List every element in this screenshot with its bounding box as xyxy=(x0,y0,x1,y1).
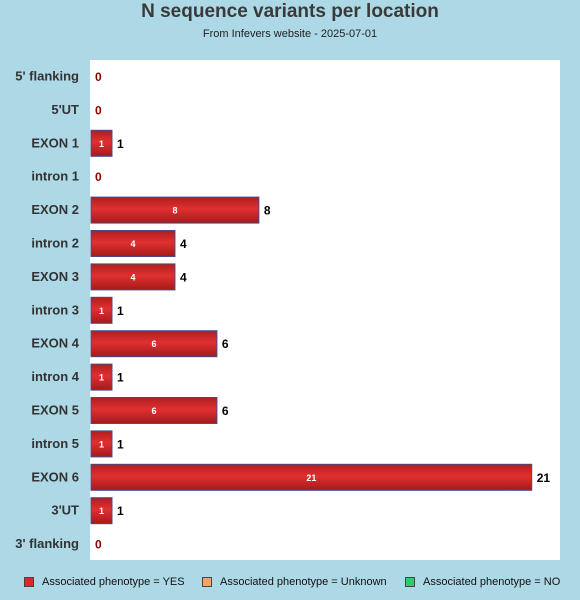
chart-title: N sequence variants per location xyxy=(141,1,439,22)
bar-value-label: 1 xyxy=(117,371,124,385)
legend-label-yes: Associated phenotype = YES xyxy=(42,576,185,588)
bar-inner-label: 4 xyxy=(130,239,135,249)
bar xyxy=(90,196,260,224)
legend: Associated phenotype = YES Associated ph… xyxy=(0,576,580,592)
bar xyxy=(90,129,113,157)
bar-value-label: 21 xyxy=(537,471,551,485)
legend-swatch-no xyxy=(405,577,415,587)
legend-label-unknown: Associated phenotype = Unknown xyxy=(220,576,387,588)
bar xyxy=(90,397,218,424)
bar-inner-label: 8 xyxy=(172,206,177,216)
bar-inner-label: 1 xyxy=(99,506,104,516)
bar-inner-label: 1 xyxy=(99,373,104,383)
legend-item-unknown: Associated phenotype = Unknown xyxy=(202,576,387,588)
category-label: EXON 5 xyxy=(31,403,79,418)
bar-value-label: 6 xyxy=(222,337,229,351)
category-label: 3' flanking xyxy=(15,536,79,551)
bar-value-label: 0 xyxy=(95,538,102,552)
chart-subtitle: From Infevers website - 2025-07-01 xyxy=(202,28,378,40)
category-label: EXON 4 xyxy=(31,336,79,351)
bar-inner-label: 6 xyxy=(151,406,156,416)
bar-value-label: 1 xyxy=(117,504,124,518)
bar-value-label: 1 xyxy=(117,437,124,451)
bar-value-label: 8 xyxy=(264,204,271,218)
category-label: intron 2 xyxy=(31,236,79,251)
bar-inner-label: 1 xyxy=(99,306,104,316)
category-label: EXON 6 xyxy=(31,469,79,484)
legend-label-no: Associated phenotype = NO xyxy=(423,576,561,588)
bar-inner-label: 6 xyxy=(151,339,156,349)
legend-item-yes: Associated phenotype = YES xyxy=(24,576,185,588)
bar-value-label: 1 xyxy=(117,137,124,151)
bar-value-label: 4 xyxy=(180,270,187,284)
category-label: intron 1 xyxy=(31,169,79,184)
bar xyxy=(90,363,113,391)
bar xyxy=(90,463,533,491)
bar-inner-label: 21 xyxy=(306,473,316,483)
category-label: intron 3 xyxy=(31,302,79,317)
category-label: EXON 3 xyxy=(31,269,79,284)
category-label: 5'UT xyxy=(51,102,79,117)
bar xyxy=(90,430,113,458)
bar-inner-label: 4 xyxy=(130,272,135,282)
bar xyxy=(90,263,176,291)
bar-value-label: 1 xyxy=(117,304,124,318)
bar-value-label: 0 xyxy=(95,103,102,117)
bar xyxy=(90,330,218,358)
bar xyxy=(90,230,176,257)
legend-swatch-unknown xyxy=(202,577,212,587)
legend-swatch-yes xyxy=(24,577,34,587)
bar-inner-label: 1 xyxy=(99,439,104,449)
category-label: 5' flanking xyxy=(15,69,79,84)
category-label: EXON 1 xyxy=(31,135,79,150)
category-label: 3'UT xyxy=(51,503,79,518)
category-label: intron 4 xyxy=(31,369,79,384)
bar-value-label: 4 xyxy=(180,237,187,251)
bar-value-label: 0 xyxy=(95,70,102,84)
bar xyxy=(90,497,113,525)
bar-value-label: 0 xyxy=(95,170,102,184)
legend-item-no: Associated phenotype = NO xyxy=(405,576,560,588)
bar xyxy=(90,296,113,324)
category-label: intron 5 xyxy=(31,436,79,451)
bar-chart: 5' flanking 0 5'UT 0 EXON 1 1 1 intron 1 0 EXON 2… xyxy=(15,60,560,560)
bar-inner-label: 1 xyxy=(99,139,104,149)
category-label: EXON 2 xyxy=(31,202,79,217)
bar-value-label: 6 xyxy=(222,404,229,418)
